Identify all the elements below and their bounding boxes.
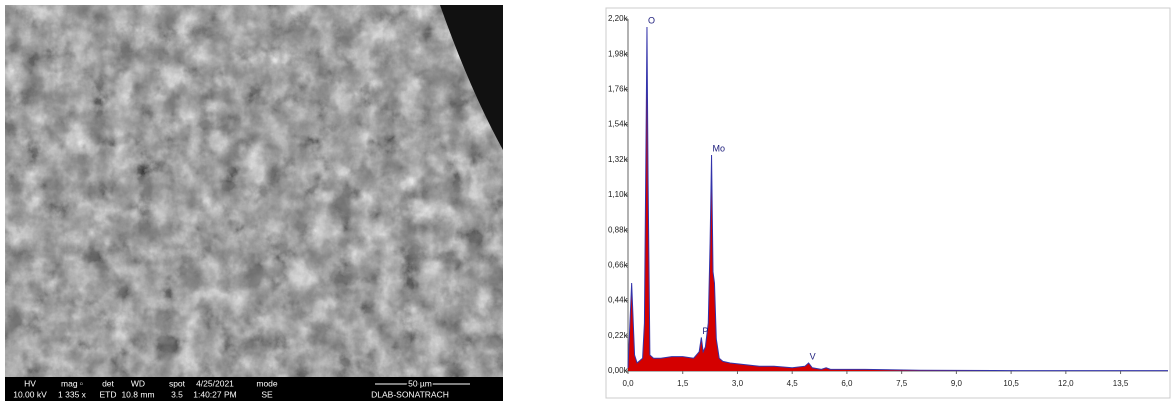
info-header: 4/25/2021 xyxy=(196,378,234,388)
x-tick-label: 10,5 xyxy=(1003,379,1019,388)
info-value: 10.8 mm xyxy=(121,389,154,399)
y-tick-label: 1,32k xyxy=(608,155,629,164)
peak-label: Mo xyxy=(713,143,726,153)
info-value: SE xyxy=(261,389,273,399)
x-tick-label: 6,0 xyxy=(841,379,853,388)
info-header: spot xyxy=(169,378,186,388)
info-value: 1:40:27 PM xyxy=(193,389,236,399)
info-header: WD xyxy=(131,378,145,388)
info-value: 10.00 kV xyxy=(13,389,47,399)
info-value: ETD xyxy=(100,389,117,399)
y-tick-label: 0,66k xyxy=(608,261,629,270)
lab-label: DLAB-SONATRACH xyxy=(371,389,449,399)
sem-image: 50 µm DLAB-SONATRACH xyxy=(5,5,503,401)
y-tick-label: 0,44k xyxy=(608,296,629,305)
y-tick-label: 0,88k xyxy=(608,225,629,234)
figure: 50 µm DLAB-SONATRACH HV10.00 kV mag ▫1 33… xyxy=(0,0,1174,401)
peak-label: V xyxy=(810,351,816,361)
y-tick-label: 1,76k xyxy=(608,85,629,94)
y-tick-label: 0,00k xyxy=(608,366,629,375)
chart-frame xyxy=(606,8,1170,398)
x-tick-label: 9,0 xyxy=(951,379,963,388)
x-tick-label: 1,5 xyxy=(677,379,689,388)
info-header: mode xyxy=(256,378,278,388)
x-tick-label: 3,0 xyxy=(732,379,744,388)
peak-label: O xyxy=(648,15,655,25)
info-header: HV xyxy=(24,378,36,388)
y-tick-label: 0,22k xyxy=(608,331,629,340)
page: {"sem_image":{"info_headers":["HV","mag … xyxy=(0,0,1174,401)
sem-texture xyxy=(5,5,503,377)
info-header: mag ▫ xyxy=(61,378,83,388)
x-tick-label: 0,0 xyxy=(622,379,634,388)
y-tick-label: 1,10k xyxy=(608,190,629,199)
x-tick-label: 12,0 xyxy=(1058,379,1074,388)
y-tick-label: 1,54k xyxy=(608,120,629,129)
y-tick-label: 2,20k xyxy=(608,14,629,23)
x-tick-label: 13,5 xyxy=(1113,379,1129,388)
x-tick-label: 4,5 xyxy=(787,379,799,388)
info-header: det xyxy=(102,378,114,388)
peak-label: P xyxy=(702,326,708,336)
x-tick-label: 7,5 xyxy=(896,379,908,388)
info-value: 3.5 xyxy=(171,389,183,399)
info-value: 1 335 x xyxy=(58,389,87,399)
scale-label: 50 µm xyxy=(408,378,432,388)
y-tick-label: 1,98k xyxy=(608,49,629,58)
